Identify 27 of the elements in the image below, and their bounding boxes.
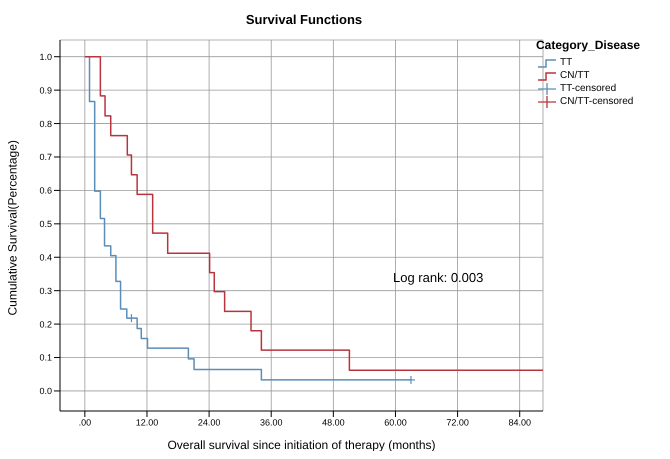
x-tick-label: 24.00: [198, 417, 220, 428]
y-tick-label: 0.1: [39, 352, 52, 363]
x-tick-label: 36.00: [260, 417, 282, 428]
x-tick-label: 72.00: [446, 417, 469, 428]
y-axis-title: Cumulative Survival(Percentage): [5, 140, 20, 316]
y-tick-label: 0.4: [39, 252, 52, 262]
legend-title: Category_Disease: [536, 38, 640, 52]
x-tick-label: 12.00: [136, 417, 158, 428]
y-tick-label: 0.5: [39, 219, 52, 230]
legend-label: TT-censored: [560, 83, 616, 94]
y-tick-label: 1.0: [39, 52, 52, 62]
y-tick-label: 0.3: [39, 286, 52, 296]
y-tick-label: 0.6: [39, 186, 52, 196]
y-tick-label: 0.7: [39, 152, 52, 162]
legend-label: CN/TT: [560, 70, 590, 81]
y-tick-label: 0.0: [39, 386, 52, 396]
chart-title: Survival Functions: [244, 12, 364, 27]
y-tick-label: 0.9: [39, 85, 52, 96]
legend-label: CN/TT-censored: [560, 96, 634, 107]
x-tick-label: 84.00: [508, 417, 531, 428]
x-tick-label: 60.00: [384, 417, 407, 428]
y-tick-label: 0.8: [39, 118, 52, 129]
annotation: Log rank: 0.003: [393, 270, 484, 285]
legend-label: TT: [560, 57, 572, 68]
x-tick-label: 48.00: [322, 417, 345, 428]
y-tick-label: 0.2: [39, 319, 52, 330]
x-tick-label: .00: [78, 417, 92, 428]
